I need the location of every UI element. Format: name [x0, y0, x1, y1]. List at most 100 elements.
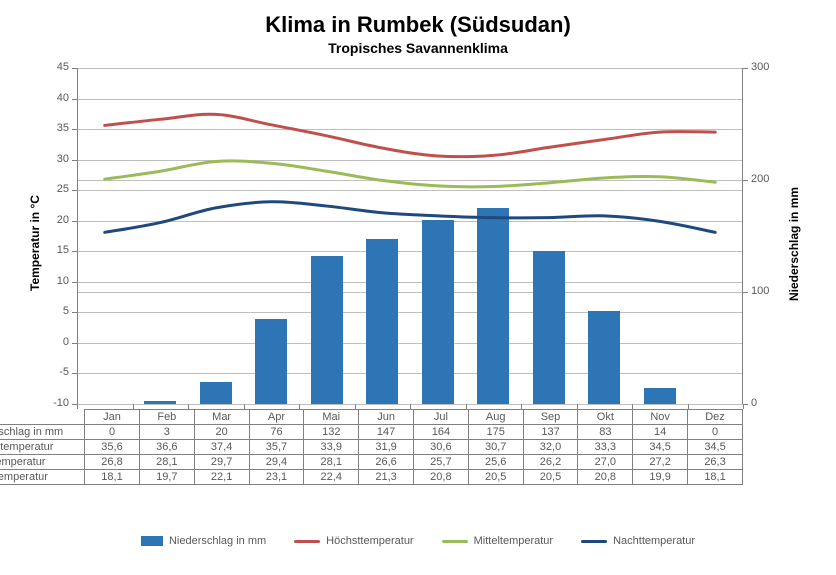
table-cell: 32,0 — [523, 440, 578, 455]
legend-label: Nachttemperatur — [613, 535, 695, 547]
y-left-tick: -5 — [41, 366, 69, 378]
legend-label: Niederschlag in mm — [169, 535, 266, 547]
table-cell: 33,3 — [578, 440, 633, 455]
legend-swatch — [581, 540, 607, 543]
legend-swatch — [294, 540, 320, 543]
table-cell: 19,9 — [633, 470, 688, 485]
table-cell: 147 — [359, 425, 414, 440]
month-header: Apr — [249, 410, 304, 425]
table-cell: 18,1 — [85, 470, 140, 485]
climate-chart: Klima in Rumbek (Südsudan) Tropisches Sa… — [0, 0, 836, 575]
table-cell: 34,5 — [633, 440, 688, 455]
table-cell: 25,6 — [468, 455, 523, 470]
table-cell: 83 — [578, 425, 633, 440]
high-line — [105, 114, 716, 156]
y-right-tick: 0 — [751, 397, 757, 409]
table-cell: 26,3 — [688, 455, 743, 470]
row-label: Niederschlag in mm — [0, 425, 85, 440]
y-left-label: Temperatur in °C — [28, 195, 42, 291]
y-left-tick: 45 — [41, 61, 69, 73]
table-cell: 23,1 — [249, 470, 304, 485]
table-cell: 28,1 — [304, 455, 359, 470]
table-cell: 34,5 — [688, 440, 743, 455]
table-cell: 31,9 — [359, 440, 414, 455]
legend: Niederschlag in mm Höchsttemperatur Mittel… — [0, 535, 836, 547]
y-left-tick: 15 — [41, 244, 69, 256]
table-cell: 20 — [194, 425, 249, 440]
y-left-tick: 40 — [41, 92, 69, 104]
row-label: Höchsttemperatur — [0, 440, 85, 455]
table-cell: 29,7 — [194, 455, 249, 470]
y-left-tick: 35 — [41, 122, 69, 134]
table-cell: 29,4 — [249, 455, 304, 470]
mean-line — [105, 161, 716, 187]
table-cell: 0 — [85, 425, 140, 440]
table-cell: 27,0 — [578, 455, 633, 470]
table-cell: 30,6 — [413, 440, 468, 455]
table-cell: 14 — [633, 425, 688, 440]
y-right-tick: 200 — [751, 173, 769, 185]
table-cell: 26,6 — [359, 455, 414, 470]
month-header: Mar — [194, 410, 249, 425]
table-cell: 0 — [688, 425, 743, 440]
legend-label: Höchsttemperatur — [326, 535, 413, 547]
table-cell: 20,8 — [413, 470, 468, 485]
y-right-tick: 100 — [751, 285, 769, 297]
table-cell: 30,7 — [468, 440, 523, 455]
y-left-tick: 20 — [41, 214, 69, 226]
night-line — [105, 202, 716, 233]
y-left-tick: 5 — [41, 305, 69, 317]
legend-item: Höchsttemperatur — [294, 535, 413, 547]
table-cell: 35,6 — [85, 440, 140, 455]
month-header: Jan — [85, 410, 140, 425]
legend-label: Mitteltemperatur — [474, 535, 553, 547]
table-cell: 35,7 — [249, 440, 304, 455]
table-cell: 33,9 — [304, 440, 359, 455]
table-cell: 37,4 — [194, 440, 249, 455]
table-cell: 26,8 — [85, 455, 140, 470]
legend-item: Nachttemperatur — [581, 535, 695, 547]
month-header: Okt — [578, 410, 633, 425]
data-table: JanFebMarAprMaiJunJulAugSepOktNovDezNied… — [0, 409, 743, 485]
legend-item: Niederschlag in mm — [141, 535, 266, 547]
table-cell: 27,2 — [633, 455, 688, 470]
month-header: Sep — [523, 410, 578, 425]
month-header: Mai — [304, 410, 359, 425]
month-header: Jul — [413, 410, 468, 425]
table-header-row: JanFebMarAprMaiJunJulAugSepOktNovDez — [0, 410, 743, 425]
legend-item: Mitteltemperatur — [442, 535, 553, 547]
table-row: Niederschlag in mm0320761321471641751378… — [0, 425, 743, 440]
table-cell: 175 — [468, 425, 523, 440]
y-right-tick: 300 — [751, 61, 769, 73]
table-cell: 3 — [139, 425, 194, 440]
table-cell: 26,2 — [523, 455, 578, 470]
y-left-tick: -10 — [41, 397, 69, 409]
table-row: Mitteltemperatur26,828,129,729,428,126,6… — [0, 455, 743, 470]
table-cell: 18,1 — [688, 470, 743, 485]
table-cell: 76 — [249, 425, 304, 440]
month-header: Feb — [139, 410, 194, 425]
table-cell: 25,7 — [413, 455, 468, 470]
month-header: Jun — [359, 410, 414, 425]
y-left-tick: 30 — [41, 153, 69, 165]
table-cell: 19,7 — [139, 470, 194, 485]
table-cell: 20,5 — [468, 470, 523, 485]
month-header: Nov — [633, 410, 688, 425]
table-cell: 36,6 — [139, 440, 194, 455]
y-left-tick: 0 — [41, 336, 69, 348]
table-cell: 132 — [304, 425, 359, 440]
table-cell: 20,5 — [523, 470, 578, 485]
legend-swatch — [141, 536, 163, 546]
y-left-tick: 10 — [41, 275, 69, 287]
line-overlay — [0, 0, 803, 414]
table-cell: 21,3 — [359, 470, 414, 485]
y-left-tick: 25 — [41, 183, 69, 195]
month-header: Aug — [468, 410, 523, 425]
table-cell: 164 — [413, 425, 468, 440]
table-cell: 20,8 — [578, 470, 633, 485]
table-cell: 22,4 — [304, 470, 359, 485]
table-row: Höchsttemperatur35,636,637,435,733,931,9… — [0, 440, 743, 455]
legend-swatch — [442, 540, 468, 543]
y-right-label: Niederschlag in mm — [787, 187, 801, 301]
table-cell: 22,1 — [194, 470, 249, 485]
